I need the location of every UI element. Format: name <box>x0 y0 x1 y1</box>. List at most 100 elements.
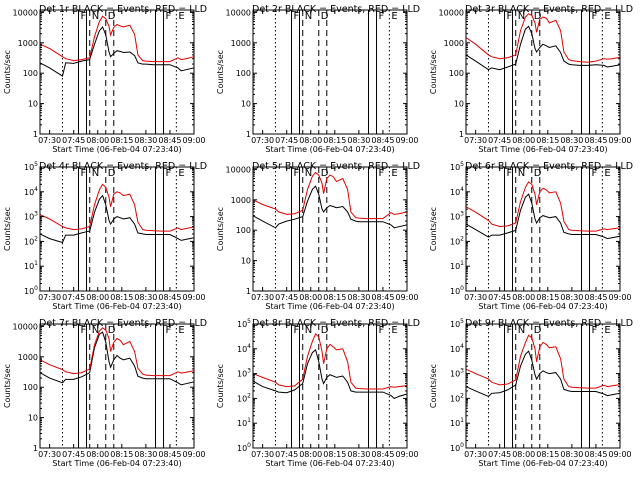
marker-label: F <box>166 11 172 22</box>
marker-label: D <box>108 11 116 22</box>
marker-label: E <box>604 168 610 179</box>
marker-label: N <box>92 325 99 336</box>
y-tick-label: 104 <box>450 343 464 354</box>
marker-label: E <box>178 168 184 179</box>
marker-label: N <box>305 11 312 22</box>
marker-label: F <box>379 11 385 22</box>
x-tick-label: 08:00 <box>512 136 535 145</box>
x-tick-label: 07:30 <box>464 293 487 302</box>
y-tick-exponent: 4 <box>247 343 251 350</box>
x-tick-label: 08:00 <box>512 293 535 302</box>
y-tick-base: 10 <box>450 320 460 329</box>
y-tick-base: 10 <box>450 394 460 403</box>
lld-series-line <box>465 13 621 63</box>
marker-label: F <box>81 325 87 336</box>
y-tick-label: 1 <box>33 130 38 139</box>
y-tick-label: 105 <box>450 161 464 172</box>
plot-frame <box>465 323 621 449</box>
marker-label: E <box>178 11 184 22</box>
y-tick-label: 1000 <box>444 39 464 48</box>
y-tick-base: 10 <box>237 370 247 379</box>
marker-label: F <box>592 11 598 22</box>
x-tick-label: 08:45 <box>158 136 181 145</box>
lld-series-line <box>465 181 621 232</box>
marker-label: E <box>391 168 397 179</box>
events-series-line <box>252 349 408 399</box>
x-tick-label: 08:15 <box>323 293 346 302</box>
marker-label: F <box>294 168 300 179</box>
marker-label: N <box>305 325 312 336</box>
y-tick-label: 1000 <box>231 39 251 48</box>
y-tick-label: 102 <box>24 235 38 246</box>
marker-label: F <box>507 168 513 179</box>
x-tick-label: 08:30 <box>560 136 583 145</box>
x-tick-label: 07:30 <box>38 293 61 302</box>
y-tick-base: 10 <box>237 320 247 329</box>
y-tick-label: 10 <box>241 100 251 109</box>
x-axis-label: Start Time (06-Feb-04 07:23:40) <box>478 459 607 468</box>
y-tick-base: 10 <box>450 188 460 197</box>
y-tick-label: 101 <box>450 260 464 271</box>
panel-title: Det 2r BLACK = Events, RED = LLD <box>252 4 420 15</box>
x-tick-label: 08:00 <box>86 136 109 145</box>
x-tick-label: 07:45 <box>275 293 298 302</box>
y-tick-label: 102 <box>237 392 251 403</box>
marker-label: N <box>92 11 99 22</box>
marker-label: D <box>108 325 116 336</box>
y-tick-base: 10 <box>24 188 34 197</box>
marker-label: D <box>534 168 542 179</box>
y-tick-label: 103 <box>450 368 464 379</box>
marker-label: F <box>166 168 172 179</box>
plot-frame <box>465 9 621 135</box>
y-tick-label: 1000 <box>18 353 38 362</box>
lld-series-line <box>39 183 195 232</box>
x-tick-label: 08:45 <box>584 136 607 145</box>
y-tick-exponent: 0 <box>34 285 38 292</box>
x-tick-label: 07:45 <box>62 450 85 459</box>
x-tick-label: 08:30 <box>134 450 157 459</box>
y-tick-base: 10 <box>450 163 460 172</box>
marker-label: F <box>294 325 300 336</box>
y-tick-label: 100 <box>450 442 464 453</box>
marker-label: N <box>305 168 312 179</box>
x-tick-label: 07:45 <box>275 450 298 459</box>
x-axis-label: Start Time (06-Feb-04 07:23:40) <box>478 302 607 311</box>
lld-series-line <box>39 15 195 63</box>
x-tick-label: 08:30 <box>347 450 370 459</box>
x-tick-label: 08:45 <box>584 293 607 302</box>
x-tick-label: 09:00 <box>182 136 205 145</box>
y-tick-exponent: 5 <box>460 161 464 168</box>
marker-label: F <box>166 325 172 336</box>
plot-frame <box>252 9 408 135</box>
y-tick-base: 10 <box>450 444 460 453</box>
y-tick-label: 10 <box>28 414 38 423</box>
marker-label: N <box>518 11 525 22</box>
y-axis-label: Counts/sec <box>429 50 438 94</box>
panel-title: Det 7r BLACK = Events, RED = LLD <box>39 318 207 329</box>
y-tick-exponent: 1 <box>247 417 251 424</box>
y-tick-exponent: 1 <box>460 260 464 267</box>
y-tick-label: 10000 <box>13 322 38 331</box>
y-tick-base: 10 <box>450 287 460 296</box>
x-tick-label: 09:00 <box>608 136 631 145</box>
y-axis-label: Counts/sec <box>216 364 225 408</box>
y-tick-label: 103 <box>24 211 38 222</box>
y-tick-label: 1 <box>33 444 38 453</box>
events-series-line <box>39 194 195 244</box>
y-tick-base: 10 <box>450 419 460 428</box>
marker-label: N <box>518 168 525 179</box>
y-tick-label: 100 <box>237 442 251 453</box>
y-tick-exponent: 5 <box>460 318 464 325</box>
x-tick-label: 07:45 <box>488 450 511 459</box>
plot-frame <box>252 323 408 449</box>
panel-title: Det 1r BLACK = Events, RED = LLD <box>39 4 207 15</box>
marker-label: N <box>92 168 99 179</box>
x-tick-label: 08:30 <box>134 293 157 302</box>
marker-label: D <box>108 168 116 179</box>
y-tick-label: 102 <box>450 235 464 246</box>
events-series-line <box>465 25 621 71</box>
y-tick-exponent: 5 <box>247 318 251 325</box>
y-tick-exponent: 2 <box>247 392 251 399</box>
